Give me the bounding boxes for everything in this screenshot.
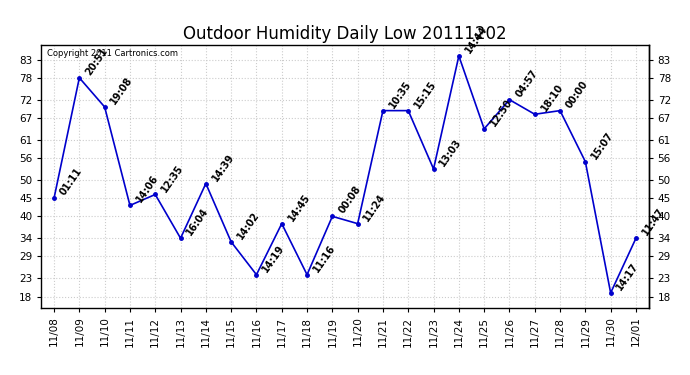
Text: 15:07: 15:07	[589, 130, 615, 161]
Text: 14:02: 14:02	[235, 210, 262, 241]
Text: 14:06: 14:06	[134, 174, 160, 205]
Text: 11:24: 11:24	[362, 192, 388, 223]
Text: 15:15: 15:15	[413, 79, 438, 110]
Text: 00:00: 00:00	[564, 79, 590, 110]
Text: 14:17: 14:17	[615, 261, 641, 292]
Text: 20:51: 20:51	[83, 46, 110, 77]
Text: 16:04: 16:04	[185, 206, 210, 237]
Text: 14:45: 14:45	[286, 192, 312, 223]
Text: 04:57: 04:57	[513, 68, 540, 99]
Text: 11:47: 11:47	[640, 206, 666, 237]
Text: 14:44: 14:44	[463, 24, 489, 55]
Text: Copyright 2011 Cartronics.com: Copyright 2011 Cartronics.com	[48, 49, 179, 58]
Text: 12:35: 12:35	[159, 163, 186, 194]
Text: 14:39: 14:39	[210, 152, 236, 183]
Text: 19:08: 19:08	[109, 75, 135, 106]
Text: 14:19: 14:19	[261, 243, 286, 274]
Text: 01:11: 01:11	[58, 166, 84, 197]
Text: 11:16: 11:16	[311, 243, 337, 274]
Text: 00:08: 00:08	[337, 184, 362, 216]
Text: 12:50: 12:50	[489, 97, 514, 128]
Text: 13:03: 13:03	[437, 137, 464, 168]
Title: Outdoor Humidity Daily Low 20111202: Outdoor Humidity Daily Low 20111202	[183, 26, 507, 44]
Text: 18:10: 18:10	[539, 82, 565, 114]
Text: 10:35: 10:35	[387, 79, 413, 110]
